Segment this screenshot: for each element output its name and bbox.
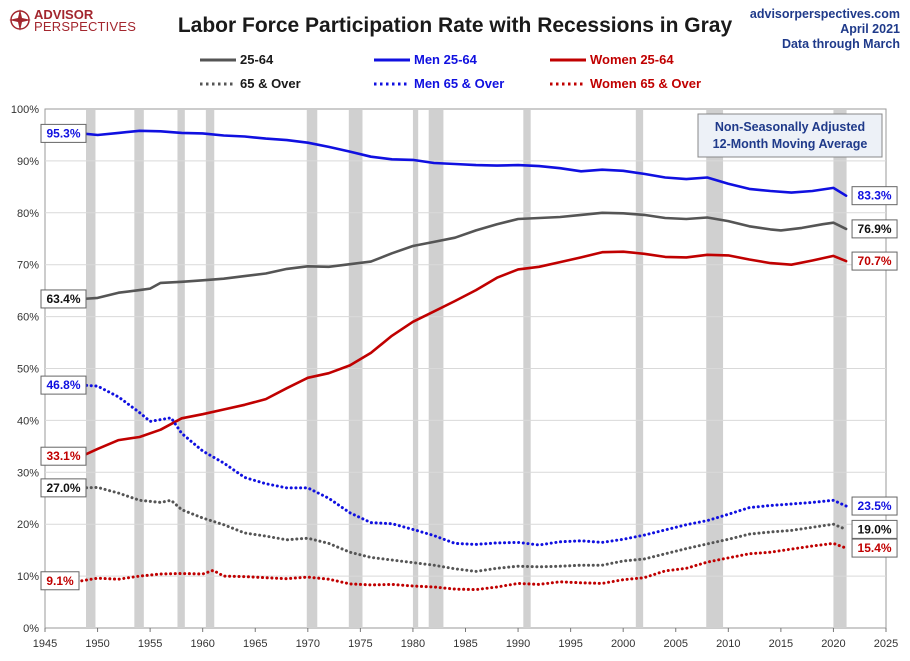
- legend-label-men-65: Men 65 & Over: [414, 76, 504, 91]
- y-tick-label: 80%: [17, 208, 39, 220]
- source-note: Data through March: [782, 37, 900, 51]
- start-value-label-box: [40, 571, 80, 591]
- end-value-label-box: [851, 251, 898, 271]
- x-tick-label: 2000: [611, 638, 635, 650]
- y-tick-label: 50%: [17, 364, 39, 376]
- end-value-label: 15.4%: [858, 541, 892, 555]
- x-tick-label: 1945: [33, 638, 57, 650]
- start-value-label-box: [40, 446, 87, 466]
- start-value-label: 27.0%: [46, 481, 80, 495]
- x-tick-label: 1960: [190, 638, 214, 650]
- plot-area: 0%10%20%30%40%50%60%70%80%90%100% 1945 19…: [11, 104, 898, 650]
- adjustment-note: Non-Seasonally Adjusted 12-Month Moving …: [697, 113, 883, 158]
- start-value-label: 46.8%: [46, 378, 80, 392]
- end-value-label-box: [851, 219, 898, 239]
- logo-main-text: ADVISOR: [34, 7, 94, 22]
- x-tick-label: 1955: [138, 638, 162, 650]
- legend-label-total: 25-64: [240, 52, 274, 67]
- y-tick-label: 10%: [17, 571, 39, 583]
- y-axis-ticks: 0% 10% 20% 30% 40% 50% 60% 70% 80% 90% 100%: [11, 104, 39, 635]
- x-tick-label: 2020: [821, 638, 845, 650]
- y-tick-label: 0%: [23, 623, 39, 635]
- compass-logo-icon: [9, 9, 31, 31]
- y-tick-label: 30%: [17, 467, 39, 479]
- note-line-1: Non-Seasonally Adjusted: [715, 120, 865, 134]
- start-value-label-box: [40, 123, 87, 143]
- y-tick-label: 70%: [17, 260, 39, 272]
- note-line-2: 12-Month Moving Average: [713, 137, 868, 151]
- end-value-label: 23.5%: [858, 499, 892, 513]
- x-axis-ticks: 1945 1950 1955 1960 1965 1970 1975 1980 1985 1990…: [33, 628, 898, 650]
- x-tick-label: 2010: [716, 638, 740, 650]
- series-line: [80, 250, 848, 458]
- y-tick-label: 20%: [17, 519, 39, 531]
- end-value-label: 19.0%: [858, 522, 892, 536]
- y-tick-label: 100%: [11, 104, 39, 116]
- x-tick-label: 1965: [243, 638, 267, 650]
- start-value-label-box: [40, 478, 87, 498]
- legend: 25-64 Men 25-64 Women 25-64 65 & Over Me…: [200, 52, 701, 91]
- end-value-label-box: [851, 519, 898, 539]
- end-value-label-box: [851, 538, 898, 558]
- series-line: [80, 541, 848, 592]
- series-line: [80, 485, 848, 573]
- start-value-label: 63.4%: [46, 292, 80, 306]
- x-tick-label: 2015: [769, 638, 793, 650]
- end-value-label: 70.7%: [858, 254, 892, 268]
- start-value-label: 9.1%: [46, 574, 74, 588]
- y-tick-label: 90%: [17, 156, 39, 168]
- end-value-label: 83.3%: [858, 189, 892, 203]
- start-value-label: 95.3%: [46, 126, 80, 140]
- x-tick-label: 2025: [874, 638, 898, 650]
- x-tick-label: 1980: [401, 638, 425, 650]
- legend-label-total-65: 65 & Over: [240, 76, 301, 91]
- chart-title: Labor Force Participation Rate with Rece…: [178, 14, 733, 37]
- y-tick-label: 60%: [17, 312, 39, 324]
- source-date: April 2021: [840, 22, 900, 36]
- end-value-label-box: [851, 186, 898, 206]
- advisor-perspectives-logo: ADVISOR PERSPECTIVES: [9, 7, 136, 34]
- series-line: [80, 129, 848, 197]
- logo-sub-text: PERSPECTIVES: [34, 19, 136, 34]
- note-box: [697, 113, 883, 158]
- x-tick-label: 1995: [558, 638, 582, 650]
- value-labels: 63.4% 76.9% 95.3% 83.3% 33.1% 70.7% 27.0% 19.0%…: [40, 123, 898, 591]
- series-line: [80, 383, 848, 547]
- end-value-label: 76.9%: [858, 222, 892, 236]
- x-tick-label: 2005: [664, 638, 688, 650]
- y-tick-label: 40%: [17, 415, 39, 427]
- x-tick-label: 1970: [296, 638, 320, 650]
- end-value-label-box: [851, 496, 898, 516]
- source-site: advisorperspectives.com: [750, 7, 900, 21]
- series-line: [80, 211, 848, 301]
- gridlines: [45, 160, 886, 577]
- legend-label-women-65: Women 65 & Over: [590, 76, 701, 91]
- x-tick-label: 1950: [85, 638, 109, 650]
- start-value-label-box: [40, 375, 87, 395]
- x-tick-label: 1975: [348, 638, 372, 650]
- start-value-label-box: [40, 289, 87, 309]
- legend-label-men: Men 25-64: [414, 52, 478, 67]
- series-lines: [80, 129, 848, 592]
- legend-label-women: Women 25-64: [590, 52, 674, 67]
- x-tick-label: 1985: [453, 638, 477, 650]
- start-value-label: 33.1%: [46, 449, 80, 463]
- x-tick-label: 1990: [506, 638, 530, 650]
